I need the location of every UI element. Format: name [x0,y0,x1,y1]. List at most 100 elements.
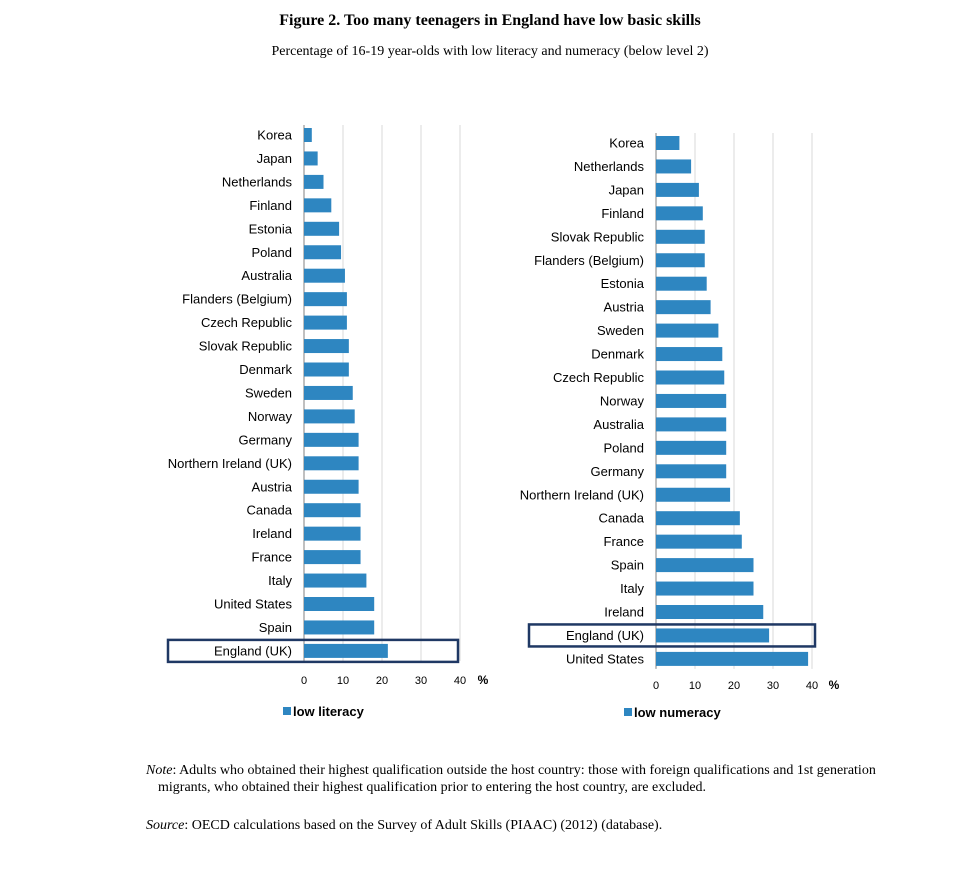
tick-label: 20 [728,680,740,692]
bar [656,605,764,619]
bar [304,550,361,565]
bar [304,503,361,518]
category-label: Norway [600,393,645,408]
category-label: Australia [241,268,292,283]
category-label: United States [214,597,293,612]
category-label: Flanders (Belgium) [182,292,292,307]
tick-label: 30 [415,675,427,687]
category-label: United States [566,651,645,666]
note-label: Note [146,763,173,778]
category-label: Canada [246,503,292,518]
tick-label: 40 [454,675,466,687]
bar [656,253,705,268]
category-label: Czech Republic [201,315,293,330]
category-label: England (UK) [214,643,292,658]
bar [304,221,340,236]
source-body: : OECD calculations based on the Survey … [184,818,663,833]
bar [656,487,731,502]
bar [656,628,770,643]
category-label: Australia [593,417,644,432]
category-label: France [252,550,292,565]
unit-label: % [829,678,840,692]
category-label: Denmark [239,362,292,377]
category-label: Sweden [245,385,292,400]
bar [656,276,707,291]
bar [304,597,375,611]
category-label: Poland [252,245,292,260]
note-body: : Adults who obtained their highest qual… [158,763,876,795]
category-label: Germany [239,432,293,447]
bar [656,206,703,221]
unit-label: % [478,673,489,687]
figure-subtitle: Percentage of 16-19 year-olds with low l… [271,44,709,59]
bar [656,464,727,479]
category-label: Italy [268,573,292,588]
bar [304,479,359,494]
bar [656,581,754,596]
highlight-box [166,638,460,664]
bar [304,292,347,307]
category-label: Flanders (Belgium) [534,253,644,268]
bar [656,651,809,666]
bar [304,268,345,283]
category-label: Northern Ireland (UK) [520,487,644,502]
bar [304,128,312,142]
bar [304,362,349,377]
bar [304,620,375,635]
bar [304,174,324,189]
bar [304,573,367,588]
category-label: Germany [591,464,645,479]
tick-label: 30 [767,680,779,692]
category-label: Spain [259,620,292,635]
category-label: Austria [604,300,645,315]
bar [656,136,680,150]
source-label: Source [146,818,185,833]
category-label: Finland [249,198,292,213]
bar [656,300,711,315]
bar [656,511,740,526]
category-label: Poland [604,440,644,455]
legend-label: low literacy [293,704,365,719]
category-label: Slovak Republic [551,229,645,244]
category-label: Korea [257,128,292,143]
category-label: Japan [257,151,292,166]
bar [304,432,359,447]
bar [304,339,349,354]
bar [304,151,318,166]
bar [656,558,754,573]
bar [304,409,355,424]
legend-swatch [283,707,291,715]
tick-label: 10 [337,675,349,687]
tick-label: 40 [806,680,818,692]
bar [304,245,342,260]
bar [656,159,692,174]
category-label: Netherlands [222,174,293,189]
category-label: Japan [609,182,644,197]
category-label: Ireland [604,605,644,620]
legend-label: low numeracy [634,705,721,720]
bar [656,323,719,338]
highlight-box [527,623,817,648]
category-label: Netherlands [574,159,645,174]
category-label: Austria [252,479,293,494]
category-label: Czech Republic [553,370,645,385]
category-label: Slovak Republic [199,339,293,354]
bar [656,417,727,432]
bar [304,526,361,541]
tick-label: 20 [376,675,388,687]
category-label: Norway [248,409,293,424]
bar [656,229,705,244]
category-label: Spain [611,558,644,573]
category-label: Finland [601,206,644,221]
category-label: Sweden [597,323,644,338]
bar [656,440,727,455]
category-label: Estonia [601,276,645,291]
legend-swatch [624,708,632,716]
source-text: Source: OECD calculations based on the S… [146,818,662,834]
note-text: Note: Adults who obtained their highest … [146,762,916,796]
category-label: Korea [609,136,644,151]
charts-canvas: Korea Japan Netherlands Finland Estonia Polan… [166,125,840,720]
category-label: Italy [620,581,644,596]
category-label: Canada [598,511,644,526]
category-label: France [604,534,644,549]
